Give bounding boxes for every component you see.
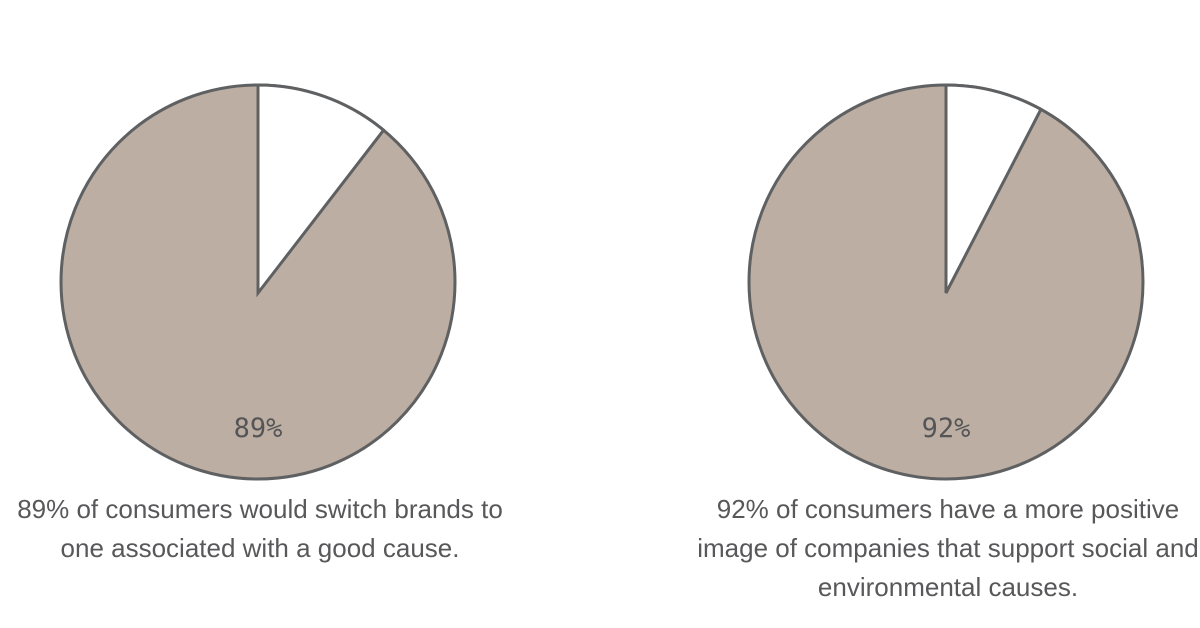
- pie-chart-switch-brands: 89% 89% of consumers would switch brands…: [0, 0, 520, 628]
- caption-switch-brands: 89% of consumers would switch brands to …: [17, 494, 503, 563]
- pie-slice-positive-image-minor: [944, 83, 1043, 294]
- pie-data-label-positive-image: 92%: [922, 413, 971, 444]
- pie-svg-switch-brands: 89%: [59, 83, 457, 481]
- pie-slice-switch-brands-minor: [256, 83, 386, 298]
- pie-svg-positive-image: 92%: [747, 83, 1145, 481]
- caption-positive-image: 92% of consumers have a more positive im…: [697, 494, 1199, 602]
- pie-chart-positive-image: 92% 92% of consumers have a more positiv…: [688, 0, 1200, 628]
- pie-data-label-switch-brands: 89%: [234, 413, 283, 444]
